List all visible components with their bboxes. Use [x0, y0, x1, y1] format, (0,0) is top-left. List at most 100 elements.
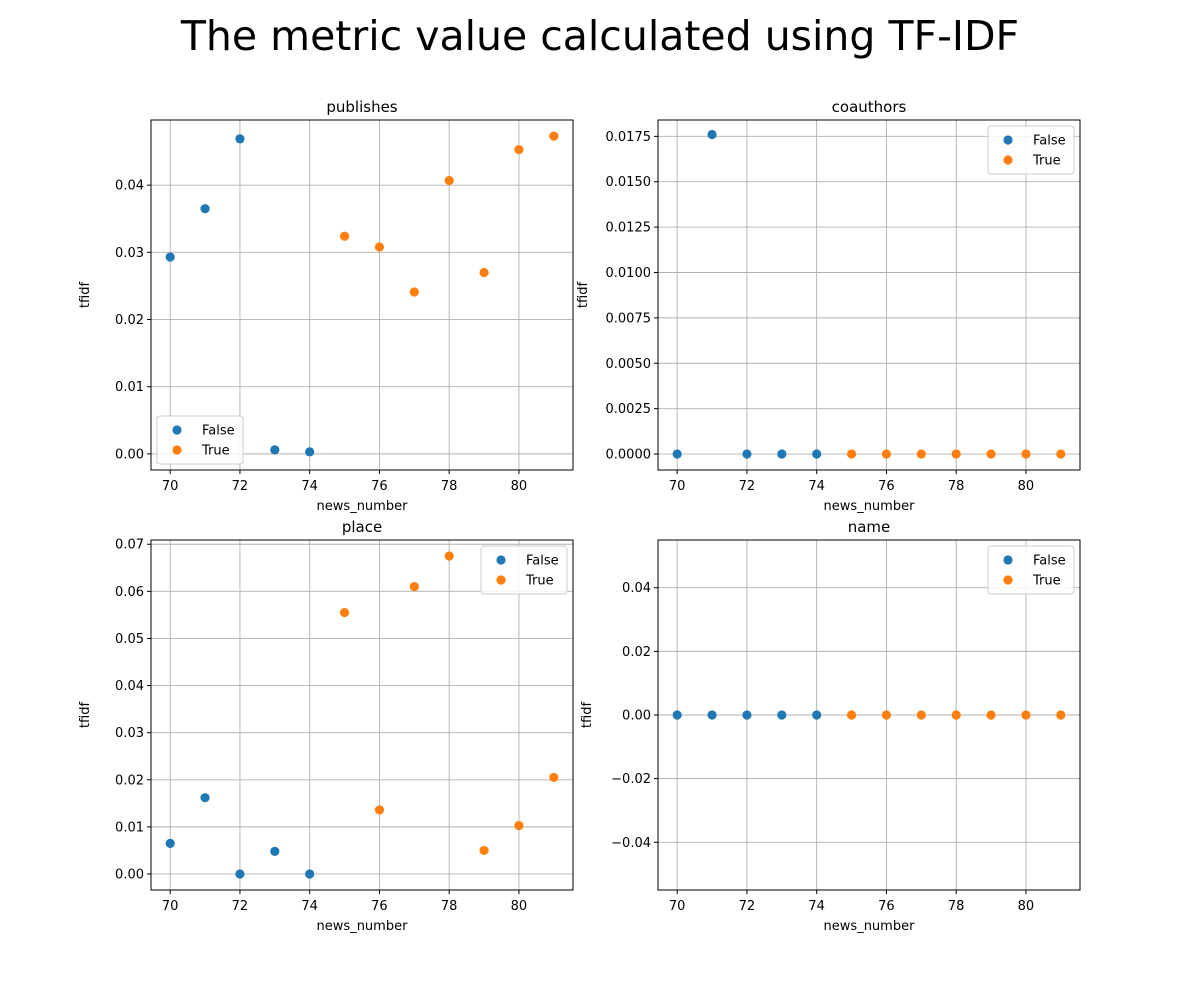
- legend-marker-true: [1003, 575, 1013, 585]
- x-axis-label: news_number: [824, 499, 916, 514]
- point-true: [1021, 449, 1031, 459]
- legend-marker-false: [172, 425, 182, 435]
- point-true: [846, 710, 857, 720]
- y-tick-label: 0.02: [115, 773, 144, 788]
- point-false: [672, 449, 682, 459]
- point-false: [305, 869, 315, 879]
- point-false: [777, 710, 787, 720]
- legend-marker-true: [1003, 155, 1013, 165]
- point-true: [549, 131, 559, 141]
- x-tick-label: 70: [162, 899, 179, 914]
- y-tick-label: 0.00: [622, 709, 651, 724]
- subplot-title: name: [848, 518, 891, 536]
- point-true: [916, 449, 926, 459]
- x-tick-label: 76: [878, 899, 895, 914]
- y-tick-label: −0.02: [611, 772, 651, 787]
- point-true: [881, 710, 892, 720]
- point-false: [270, 445, 280, 455]
- y-tick-label: 0.05: [115, 632, 144, 647]
- point-false: [270, 846, 280, 856]
- x-axis-label: news_number: [824, 919, 916, 934]
- point-true: [916, 710, 926, 720]
- x-tick-label: 78: [948, 479, 965, 494]
- point-true: [339, 607, 350, 618]
- subplot-coauthors: 70 72 74 76 78 80 0.0000 0.0025 0.0050 0.0075 0.01…: [576, 98, 1081, 514]
- point-false: [200, 204, 210, 214]
- point-false: [165, 838, 175, 848]
- point-true: [374, 805, 385, 815]
- x-tick-label: 74: [808, 899, 825, 914]
- y-tick-label: 0.07: [115, 538, 144, 553]
- point-true: [986, 710, 996, 720]
- x-tick-label: 72: [739, 479, 756, 494]
- legend-label-true: True: [1032, 574, 1061, 589]
- y-tick-label: 0.00: [115, 447, 144, 462]
- subplot-place: 70 72 74 76 78 80 0.00 0.01 0.02 0.03 0.04 0.05 0.06…: [78, 518, 574, 934]
- legend-label-false: False: [1033, 554, 1066, 569]
- legend-label-true: True: [525, 574, 554, 589]
- point-true: [986, 449, 996, 459]
- x-tick-label: 80: [1018, 479, 1035, 494]
- point-false: [812, 449, 822, 459]
- y-tick-label: 0.00: [115, 867, 144, 882]
- y-tick-label: 0.04: [115, 179, 144, 194]
- legend-label-false: False: [202, 424, 235, 439]
- point-false: [777, 449, 787, 459]
- point-true: [1056, 710, 1066, 720]
- y-tick-label: 0.0100: [606, 266, 652, 281]
- subplot-name: 70 72 74 76 78 80 −0.04 −0.02 0.00 0.02 0.04 name ne…: [580, 518, 1081, 934]
- point-false: [672, 710, 682, 720]
- y-axis-label: tfidf: [576, 282, 591, 309]
- point-true: [951, 449, 961, 459]
- legend-marker-true: [496, 575, 506, 585]
- point-true: [339, 231, 350, 241]
- y-tick-label: 0.02: [115, 313, 144, 328]
- x-tick-label: 76: [371, 479, 388, 494]
- point-true: [479, 267, 489, 278]
- y-tick-label: 0.0150: [606, 175, 652, 190]
- figure-title: The metric value calculated using TF-IDF: [180, 12, 1020, 60]
- x-tick-label: 76: [878, 479, 895, 494]
- subplot-title: publishes: [326, 98, 397, 116]
- legend: False True: [156, 415, 244, 465]
- x-tick-label: 70: [669, 479, 686, 494]
- y-tick-label: 0.0000: [606, 448, 652, 463]
- subplot-title: place: [342, 518, 382, 536]
- point-false: [200, 793, 210, 803]
- legend-label-true: True: [201, 444, 230, 459]
- legend-label-false: False: [1033, 134, 1066, 149]
- x-tick-label: 72: [232, 479, 249, 494]
- point-true: [409, 582, 419, 592]
- x-tick-label: 70: [669, 899, 686, 914]
- axes-frame: [657, 119, 1081, 471]
- point-true: [479, 845, 489, 856]
- y-tick-label: 0.0025: [606, 402, 652, 417]
- y-tick-label: 0.06: [115, 585, 144, 600]
- legend: False True: [987, 545, 1075, 595]
- point-true: [444, 551, 454, 561]
- y-tick-label: 0.02: [622, 645, 651, 660]
- x-tick-label: 80: [511, 899, 528, 914]
- legend-label-true: True: [1032, 154, 1061, 169]
- point-false: [305, 447, 315, 457]
- x-tick-label: 78: [441, 479, 458, 494]
- x-axis-label: news_number: [317, 919, 409, 934]
- y-tick-label: 0.01: [115, 380, 144, 395]
- legend-marker-true: [172, 445, 182, 455]
- y-axis-label: tfidf: [78, 702, 93, 729]
- point-true: [514, 144, 524, 155]
- point-true: [514, 820, 524, 831]
- x-tick-label: 78: [441, 899, 458, 914]
- legend-marker-false: [496, 555, 506, 565]
- x-tick-label: 76: [371, 899, 388, 914]
- point-false: [812, 710, 822, 720]
- x-tick-label: 74: [808, 479, 825, 494]
- y-axis-label: tfidf: [78, 282, 93, 309]
- legend-marker-false: [1003, 135, 1013, 145]
- y-tick-label: 0.0050: [606, 357, 652, 372]
- x-tick-label: 72: [739, 899, 756, 914]
- legend: False True: [987, 125, 1075, 175]
- point-true: [1056, 449, 1066, 459]
- y-tick-label: 0.01: [115, 820, 144, 835]
